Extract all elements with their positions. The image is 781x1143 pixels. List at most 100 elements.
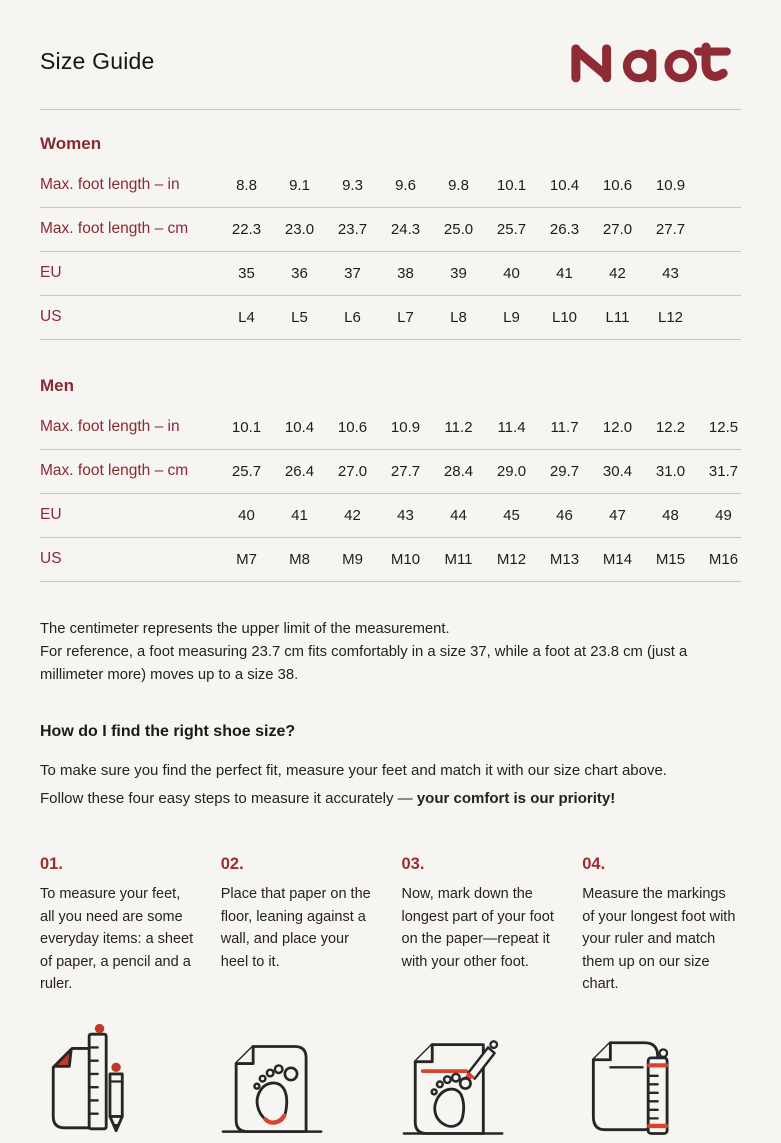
- row-label: Max. foot length – cm: [40, 462, 189, 479]
- size-value: 35: [238, 264, 255, 282]
- size-value: 25.0: [443, 220, 474, 238]
- step-1: 01. To measure your feet, all you need a…: [40, 855, 199, 996]
- row-values: 35 36 37 38 39 40 41 42 43: [220, 265, 697, 282]
- row-values: 25.7 26.4 27.0 27.7 28.4 29.0 29.7 30.4 31.0 31.7: [220, 463, 750, 480]
- size-value: 44: [450, 506, 467, 524]
- size-value: 23.7: [337, 220, 368, 238]
- steps-grid: 01. To measure your feet, all you need a…: [40, 855, 741, 996]
- row-values: M7 M8 M9 M10 M11 M12 M13 M14 M15 M16: [220, 551, 750, 568]
- size-value: 10.1: [496, 176, 527, 194]
- size-value: 11.2: [444, 418, 473, 436]
- size-value: 38: [397, 264, 414, 282]
- intro-text: To make sure you find the perfect fit, m…: [40, 762, 667, 807]
- step-2: 02. Place that paper on the floor, leani…: [221, 855, 380, 996]
- row-values: L4 L5 L6 L7 L8 L9 L10 L11 L12: [220, 309, 697, 326]
- size-value: 10.1: [231, 418, 262, 436]
- size-value: 30.4: [602, 462, 633, 480]
- size-value: 42: [609, 264, 626, 282]
- size-value: L11: [605, 308, 630, 326]
- size-value: 26.4: [284, 462, 315, 480]
- size-value: M16: [708, 550, 739, 568]
- size-value: M14: [602, 550, 633, 568]
- row-label: Max. foot length – cm: [40, 220, 189, 237]
- size-value: 9.6: [395, 176, 416, 194]
- men-heading: Men: [40, 376, 74, 395]
- size-value: M9: [342, 550, 363, 568]
- size-value: 11.7: [550, 418, 579, 436]
- row-label: EU: [40, 506, 62, 523]
- step-text: Place that paper on the floor, leaning a…: [220, 886, 371, 970]
- table-row: US L4 L5 L6 L7 L8 L9 L10 L11 L12: [40, 296, 741, 340]
- size-value: L7: [397, 308, 414, 326]
- size-value: L12: [657, 308, 684, 326]
- size-value: 28.4: [443, 462, 474, 480]
- size-value: 22.3: [231, 220, 262, 238]
- size-value: 31.0: [655, 462, 686, 480]
- step-text: To measure your feet, all you need are s…: [40, 886, 194, 992]
- size-value: 36: [291, 264, 308, 282]
- size-value: M11: [444, 550, 473, 568]
- size-value: 24.3: [390, 220, 421, 238]
- step-number: 03.: [401, 855, 425, 873]
- howto-heading: How do I find the right shoe size?: [40, 723, 296, 740]
- table-row: EU 35 36 37 38 39 40 41 42 43: [40, 252, 741, 296]
- size-value: 46: [556, 506, 573, 524]
- size-value: 27.0: [602, 220, 633, 238]
- size-value: 41: [291, 506, 308, 524]
- size-value: 12.5: [708, 418, 739, 436]
- size-value: L8: [450, 308, 467, 326]
- size-value: M7: [236, 550, 257, 568]
- size-value: 27.7: [655, 220, 686, 238]
- size-value: 9.3: [342, 176, 363, 194]
- row-values: 10.1 10.4 10.6 10.9 11.2 11.4 11.7 12.0 12.2 12.5: [220, 419, 750, 436]
- size-value: 10.4: [284, 418, 315, 436]
- row-values: 22.3 23.0 23.7 24.3 25.0 25.7 26.3 27.0 27.7: [220, 221, 697, 238]
- step-3: 03. Now, mark down the longest part of y…: [402, 855, 561, 996]
- size-value: 8.8: [236, 176, 257, 194]
- size-value: 31.7: [708, 462, 739, 480]
- size-value: M10: [390, 550, 421, 568]
- size-value: 23.0: [284, 220, 315, 238]
- size-value: 10.6: [337, 418, 368, 436]
- table-row: Max. foot length – cm 22.3 23.0 23.7 24.3 25…: [40, 208, 741, 252]
- note-line-2: For reference, a foot measuring 23.7 cm …: [40, 644, 688, 683]
- size-value: 10.6: [602, 176, 633, 194]
- paper-ruler-pencil-icon: [40, 1020, 199, 1143]
- size-value: 10.9: [655, 176, 686, 194]
- howto-intro: To make sure you find the perfect fit, m…: [40, 757, 702, 813]
- step-4: 04. Measure the markings of your longest…: [582, 855, 741, 996]
- row-label: Max. foot length – in: [40, 418, 180, 435]
- table-row: Max. foot length – in 10.1 10.4 10.6 10.9 11…: [40, 406, 741, 450]
- naot-logo: [559, 38, 741, 85]
- table-row: EU 40 41 42 43 44 45 46 47 48 49: [40, 494, 741, 538]
- row-values: 8.8 9.1 9.3 9.6 9.8 10.1 10.4 10.6 10.9: [220, 177, 697, 194]
- size-value: L5: [291, 308, 308, 326]
- size-value: 29.7: [549, 462, 580, 480]
- table-row: Max. foot length – in 8.8 9.1 9.3 9.6 9.8 10.…: [40, 164, 741, 208]
- row-label: US: [40, 308, 62, 325]
- note-line-1: The centimeter represents the upper limi…: [40, 621, 450, 637]
- measurement-note: The centimeter represents the upper limi…: [40, 618, 700, 687]
- ruler-measure-markings-icon: [582, 1020, 741, 1143]
- size-value: M8: [289, 550, 310, 568]
- size-value: 27.7: [390, 462, 421, 480]
- size-value: L6: [344, 308, 361, 326]
- mark-foot-pencil-icon: [402, 1020, 561, 1143]
- step-icons-row: [40, 1020, 741, 1143]
- size-value: 47: [609, 506, 626, 524]
- size-value: 49: [715, 506, 732, 524]
- size-value: M12: [496, 550, 527, 568]
- size-value: M15: [655, 550, 686, 568]
- size-value: L4: [238, 308, 255, 326]
- size-value: 10.9: [390, 418, 421, 436]
- table-row: Max. foot length – cm 25.7 26.4 27.0 27.7 28…: [40, 450, 741, 494]
- size-value: L10: [551, 308, 578, 326]
- size-value: 37: [344, 264, 361, 282]
- size-value: 12.2: [655, 418, 686, 436]
- step-number: 01.: [40, 855, 63, 873]
- row-label: EU: [40, 264, 62, 281]
- size-value: 39: [450, 264, 467, 282]
- men-size-table: Men Max. foot length – in 10.1 10.4 10.6 10…: [40, 376, 741, 582]
- step-text: Now, mark down the longest part of your …: [401, 886, 554, 970]
- size-value: 25.7: [496, 220, 527, 238]
